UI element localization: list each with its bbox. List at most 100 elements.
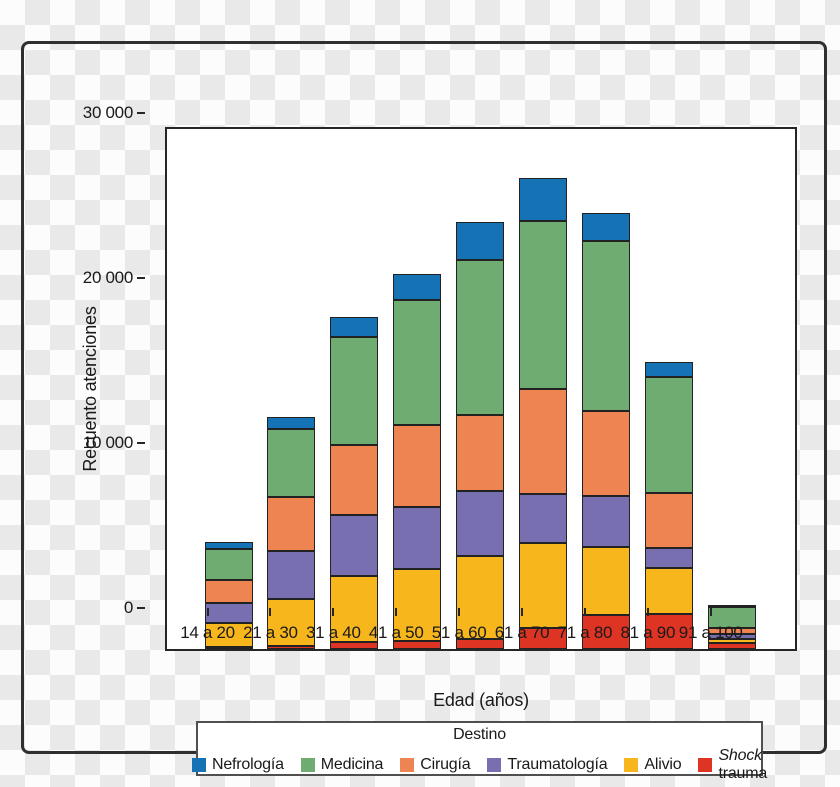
bar-segment-Nefrología <box>267 417 316 429</box>
legend-box: Destino Nefrología Medicina Cirugía Traumat… <box>191 721 767 782</box>
x-tick-label: 61 a 70 <box>494 623 550 642</box>
x-tick-label: 71 a 80 <box>557 623 613 642</box>
bar-segment-Alivio <box>519 542 567 628</box>
plot-area <box>167 129 795 649</box>
x-tick-mark <box>332 608 335 616</box>
bar-segment-Nefrología <box>581 213 630 242</box>
bar-segment-Medicina <box>707 606 756 628</box>
bar-segment-Medicina <box>519 220 567 390</box>
x-tick-mark <box>646 608 649 616</box>
bar-segment-Traumatología <box>393 507 442 569</box>
bar-segment-Cirugía <box>519 389 567 494</box>
bar-segment-Nefrología <box>707 604 756 607</box>
bar-segment-Shock-trauma <box>644 613 693 649</box>
bar-segment-Nefrología <box>330 317 379 338</box>
bar-segment-Traumatología <box>581 496 630 547</box>
bar-segment-Cirugía <box>393 425 442 508</box>
x-tick-mark <box>709 608 712 616</box>
legend-label: Nefrología <box>211 756 284 773</box>
legend-items: Nefrología Medicina Cirugía Traumatología Al… <box>191 747 767 783</box>
bar-segment-Nefrología <box>519 177 567 221</box>
bar-segment-Alivio <box>330 575 379 643</box>
stacked-bar-14-a-20 <box>204 542 253 649</box>
y-axis-title: Recuento atenciones <box>80 306 100 472</box>
bar-segment-Alivio <box>267 599 316 646</box>
bar-segment-Shock-trauma <box>581 615 630 649</box>
bar-segment-Medicina <box>644 376 693 494</box>
stacked-bar-91-a-100 <box>707 604 756 649</box>
bar-segment-Shock-trauma <box>267 645 316 649</box>
stacked-bar-41-a-50 <box>393 273 442 649</box>
legend-swatch-icon <box>400 758 415 772</box>
legend-swatch-icon <box>487 758 502 772</box>
bar-segment-Medicina <box>267 428 316 498</box>
legend-label: Shock trauma <box>718 747 768 782</box>
bar-segment-Traumatología <box>519 493 567 543</box>
y-tick-mark <box>137 607 145 609</box>
bar-segment-Nefrología <box>644 361 693 377</box>
x-tick-mark <box>521 608 523 616</box>
bar-segment-Cirugía <box>581 411 630 497</box>
legend-item-Cirugía: Cirugía <box>400 756 471 774</box>
bar-segment-Alivio <box>456 555 505 640</box>
bar-segment-Shock-trauma <box>456 639 505 649</box>
bar-segment-Traumatología <box>707 634 756 640</box>
x-tick-mark <box>269 608 272 616</box>
y-tick-mark <box>137 441 145 444</box>
y-tick-label: 10 000 <box>82 432 134 452</box>
stacked-bar-71-a-80 <box>581 213 630 649</box>
x-tick-mark <box>395 608 398 616</box>
y-tick-mark <box>137 111 145 114</box>
legend-label: Alivio <box>644 756 682 773</box>
bar-segment-Alivio <box>581 546 630 616</box>
x-tick-mark <box>458 608 461 616</box>
stacked-bar-21-a-30 <box>267 417 316 649</box>
y-tick-label: 20 000 <box>82 267 134 287</box>
bar-segment-Medicina <box>330 337 379 446</box>
legend-title: Destino <box>453 726 506 743</box>
x-tick-mark <box>206 608 209 616</box>
legend-item-Medicina: Medicina <box>300 756 384 774</box>
legend-swatch-icon <box>698 758 713 772</box>
legend-label: Traumatología <box>507 756 608 773</box>
bar-segment-Shock-trauma <box>707 643 756 649</box>
bar-segment-Alivio <box>204 623 253 647</box>
bar-segment-Medicina <box>204 548 253 581</box>
bar-segment-Nefrología <box>204 542 253 549</box>
x-axis-title: Edad (años) <box>433 690 529 710</box>
bar-segment-Traumatología <box>644 548 693 569</box>
stacked-bar-51-a-60 <box>456 222 505 649</box>
bar-segment-Cirugía <box>456 415 505 491</box>
stacked-bar-61-a-70 <box>519 177 567 649</box>
bar-segment-Cirugía <box>330 445 379 516</box>
bar-segment-Traumatología <box>330 515 379 576</box>
figure-border-frame: Recuento atenciones 0 10 000 20 000 30 000 … <box>21 41 827 782</box>
legend-swatch-icon <box>624 758 639 772</box>
bar-segment-Traumatología <box>456 490 505 556</box>
bar-segment-Traumatología <box>267 550 316 600</box>
bar-segment-Shock-trauma <box>393 640 442 649</box>
bar-segment-Cirugía <box>267 497 316 551</box>
bar-segment-Shock-trauma <box>330 642 379 649</box>
legend-item-Nefrología: Nefrología <box>191 756 284 774</box>
bar-segment-Nefrología <box>393 273 442 300</box>
legend-item-Shock-trauma: Shock trauma <box>698 747 767 783</box>
bar-segment-Medicina <box>456 260 505 416</box>
x-tick-mark <box>583 608 586 616</box>
x-tick-label: 14 a 20 <box>180 623 235 642</box>
x-tick-label: 51 a 60 <box>431 623 487 642</box>
bar-segment-Alivio <box>707 639 756 644</box>
x-tick-label: 31 a 40 <box>305 623 361 642</box>
bar-segment-Cirugía <box>707 627 756 635</box>
stacked-bar-31-a-40 <box>330 317 379 649</box>
bar-segment-Cirugía <box>644 493 693 549</box>
legend-label: Medicina <box>320 756 384 773</box>
legend-swatch-icon <box>300 758 315 772</box>
x-tick-label: 81 a 90 <box>620 623 676 642</box>
x-tick-label: 41 a 50 <box>368 623 424 642</box>
y-tick-label: 30 000 <box>82 102 134 122</box>
x-tick-label: 21 a 30 <box>243 623 298 642</box>
y-tick-label: 0 <box>123 598 133 617</box>
bar-segment-Traumatología <box>204 603 253 624</box>
